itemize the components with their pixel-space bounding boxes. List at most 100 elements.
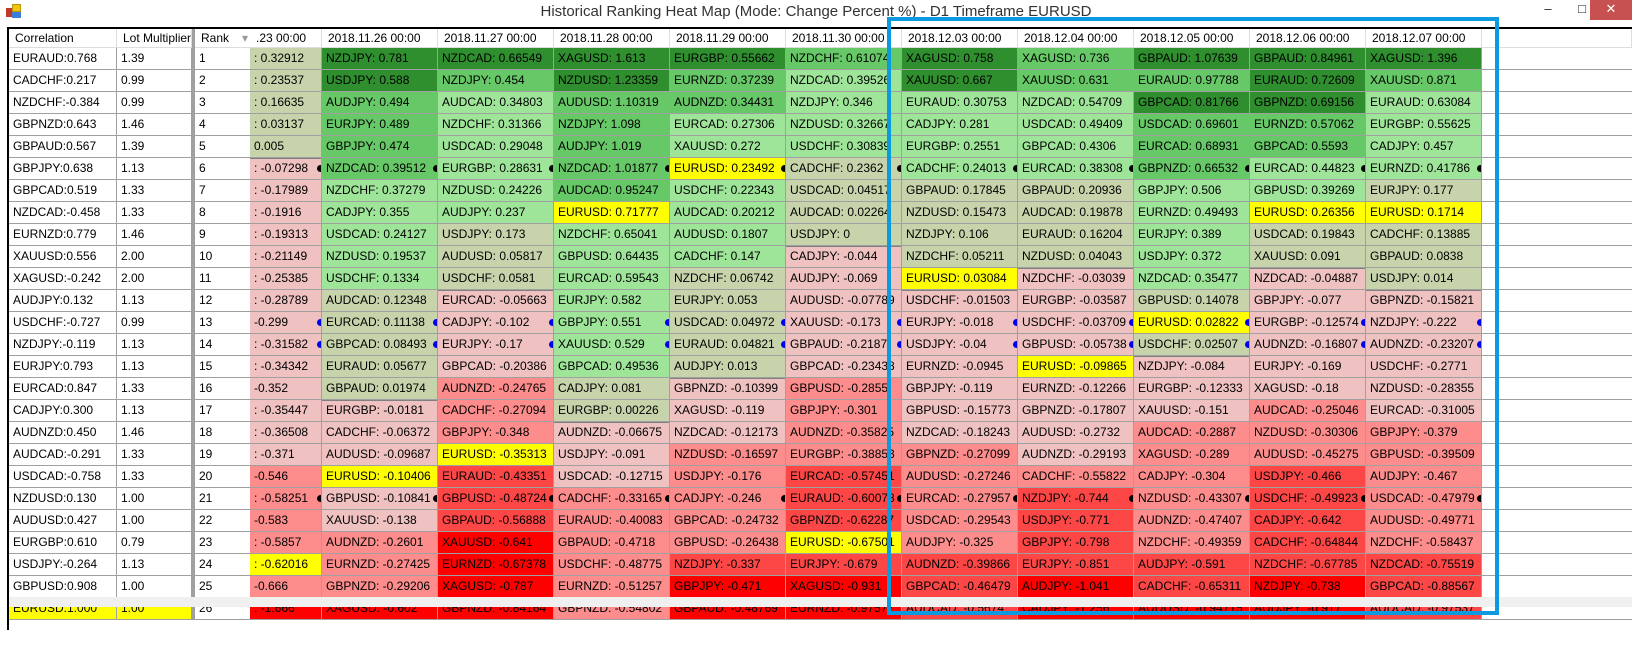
lot-multiplier-cell[interactable]: 1.00 (117, 510, 192, 532)
heatmap-cell[interactable]: GBPAUD: 0.17845 (902, 180, 1018, 202)
close-button[interactable]: ✕ (1590, 0, 1632, 20)
heatmap-cell[interactable]: USDCAD: -0.29543 (902, 510, 1018, 532)
heatmap-cell[interactable]: 0.005 (250, 136, 322, 158)
heatmap-cell[interactable]: CADCHF: -0.33165 (554, 488, 670, 510)
lot-multiplier-cell[interactable]: 2.00 (117, 246, 192, 268)
heatmap-cell[interactable]: CADJPY: 0.355 (322, 202, 438, 224)
rank-cell[interactable]: 17 (195, 400, 253, 422)
heatmap-cell[interactable]: GBPJPY: 0.551 (554, 312, 670, 334)
correlation-cell[interactable]: GBPUSD:0.908 (9, 576, 117, 598)
heatmap-cell[interactable]: CADJPY: -0.304 (1134, 466, 1250, 488)
heatmap-cell[interactable]: EURNZD: -0.0945 (902, 356, 1018, 378)
heatmap-cell[interactable]: AUDNZD: -0.24765 (438, 378, 554, 400)
lot-multiplier-cell[interactable]: 2.00 (117, 268, 192, 290)
heatmap-cell[interactable]: : -0.62016 (250, 554, 322, 576)
heatmap-cell[interactable]: GBPUSD: -0.26438 (670, 532, 786, 554)
heatmap-cell[interactable]: : -0.1916 (250, 202, 322, 224)
correlation-cell[interactable]: EURCAD:0.847 (9, 378, 117, 400)
rank-cell[interactable]: 18 (195, 422, 253, 444)
heatmap-cell[interactable]: EURAUD: 0.30753 (902, 92, 1018, 114)
heatmap-cell[interactable]: USDJPY: 0.588 (322, 70, 438, 92)
heatmap-cell[interactable]: USDCHF: 0.30839 (786, 136, 902, 158)
heatmap-cell[interactable]: GBPJPY: 0.506 (1134, 180, 1250, 202)
heatmap-cell[interactable]: EURJPY: 0.489 (322, 114, 438, 136)
heatmap-cell[interactable]: EURAUD: 0.05677 (322, 356, 438, 378)
heatmap-cell[interactable]: XAUUSD: 0.631 (1018, 70, 1134, 92)
heatmap-cell[interactable]: EURCAD: 0.11138 (322, 312, 438, 334)
heatmap-cell[interactable]: XAGUSD: -0.931 (786, 576, 902, 598)
heatmap-cell[interactable]: NZDJPY: -0.222 (1366, 312, 1482, 334)
heatmap-cell[interactable]: NZDCAD: 1.01877 (554, 158, 670, 180)
heatmap-cell[interactable]: USDCHF: -0.49923 (1250, 488, 1366, 510)
heatmap-cell[interactable]: EURUSD: -0.10406 (322, 466, 438, 488)
heatmap-cell[interactable]: EURGBP: 0.00226 (554, 400, 670, 422)
heatmap-cell[interactable]: USDCAD: -0.47979 (1366, 488, 1482, 510)
heatmap-cell[interactable]: NZDCHF: 0.05211 (902, 246, 1018, 268)
correlation-cell[interactable]: AUDCAD:-0.291 (9, 444, 117, 466)
heatmap-cell[interactable]: -0.546 (250, 466, 322, 488)
maximize-button[interactable]: □ (1578, 1, 1586, 16)
lot-multiplier-cell[interactable]: 1.13 (117, 334, 192, 356)
heatmap-cell[interactable]: CADCHF: 0.2362 (786, 158, 902, 180)
heatmap-cell[interactable]: NZDUSD: 0.04043 (1018, 246, 1134, 268)
heatmap-cell[interactable]: EURUSD: -0.09865 (1018, 356, 1134, 378)
heatmap-cell[interactable]: XAGUSD: -0.787 (438, 576, 554, 598)
heatmap-cell[interactable]: NZDCAD: -0.75519 (1366, 554, 1482, 576)
heatmap-cell[interactable]: GBPNZD: -0.10399 (670, 378, 786, 400)
heatmap-cell[interactable]: -0.299 (250, 312, 322, 334)
heatmap-cell[interactable]: EURUSD: -0.67501 (786, 532, 902, 554)
heatmap-cell[interactable]: EURGBP: -0.03587 (1018, 290, 1134, 312)
heatmap-cell[interactable]: USDJPY: 0.372 (1134, 246, 1250, 268)
correlation-cell[interactable]: USDCHF:-0.727 (9, 312, 117, 334)
heatmap-cell[interactable]: EURAUD: -0.60078 (786, 488, 902, 510)
heatmap-cell[interactable]: GBPUSD: -0.39509 (1366, 444, 1482, 466)
heatmap-cell[interactable]: NZDJPY: 0.454 (438, 70, 554, 92)
heatmap-cell[interactable]: GBPCAD: 0.81766 (1134, 92, 1250, 114)
heatmap-cell[interactable]: EURJPY: -0.169 (1250, 356, 1366, 378)
heatmap-cell[interactable]: GBPCAD: 0.49536 (554, 356, 670, 378)
heatmap-cell[interactable]: GBPNZD: -0.27099 (902, 444, 1018, 466)
heatmap-cell[interactable]: EURNZD: -0.67378 (438, 554, 554, 576)
lot-multiplier-cell[interactable]: 1.00 (117, 488, 192, 510)
rank-cell[interactable]: 23 (195, 532, 253, 554)
heatmap-cell[interactable]: XAUUSD: -0.173 (786, 312, 902, 334)
heatmap-cell[interactable]: GBPJPY: -0.119 (902, 378, 1018, 400)
heatmap-cell[interactable]: : -0.5857 (250, 532, 322, 554)
minimize-button[interactable]: – (1544, 1, 1552, 16)
heatmap-cell[interactable]: -0.352 (250, 378, 322, 400)
heatmap-cell[interactable]: EURJPY: -0.679 (786, 554, 902, 576)
heatmap-cell[interactable]: GBPNZD: 0.69156 (1250, 92, 1366, 114)
heatmap-cell[interactable]: USDJPY: 0.014 (1366, 268, 1482, 290)
heatmap-cell[interactable]: NZDJPY: 0.106 (902, 224, 1018, 246)
heatmap-cell[interactable]: EURCAD: 0.44823 (1250, 158, 1366, 180)
heatmap-cell[interactable]: GBPUSD: -0.10841 (322, 488, 438, 510)
heatmap-cell[interactable]: NZDCAD: 0.39526 (786, 70, 902, 92)
heatmap-cell[interactable]: EURNZD: 0.37239 (670, 70, 786, 92)
rank-cell[interactable]: 24 (195, 554, 253, 576)
lot-multiplier-cell[interactable]: 1.33 (117, 466, 192, 488)
heatmap-cell[interactable]: AUDJPY: 0.237 (438, 202, 554, 224)
date-header[interactable]: 2018.12.03 00:00 (902, 29, 1018, 48)
heatmap-cell[interactable]: NZDJPY: 0.781 (322, 48, 438, 70)
heatmap-cell[interactable]: EURUSD: -0.35313 (438, 444, 554, 466)
heatmap-cell[interactable]: GBPCAD: -0.46479 (902, 576, 1018, 598)
heatmap-cell[interactable]: NZDCHF: -0.67785 (1250, 554, 1366, 576)
heatmap-cell[interactable]: AUDUSD: -0.45275 (1250, 444, 1366, 466)
heatmap-cell[interactable]: EURUSD: 0.71777 (554, 202, 670, 224)
date-header[interactable]: .23 00:00 (250, 29, 322, 48)
heatmap-cell[interactable]: NZDJPY: -0.084 (1134, 356, 1250, 378)
heatmap-cell[interactable]: : 0.16635 (250, 92, 322, 114)
lot-multiplier-header[interactable]: Lot Multiplier (117, 29, 192, 48)
heatmap-cell[interactable]: GBPJPY: -0.301 (786, 400, 902, 422)
heatmap-cell[interactable]: GBPJPY: -0.379 (1366, 422, 1482, 444)
heatmap-cell[interactable]: : 0.23537 (250, 70, 322, 92)
heatmap-cell[interactable]: AUDCAD: 0.34803 (438, 92, 554, 114)
heatmap-cell[interactable]: CADCHF: -0.06372 (322, 422, 438, 444)
heatmap-cell[interactable]: EURCAD: 0.68931 (1134, 136, 1250, 158)
heatmap-cell[interactable]: XAUUSD: -0.138 (322, 510, 438, 532)
heatmap-cell[interactable]: : -0.19313 (250, 224, 322, 246)
date-header[interactable]: 2018.11.26 00:00 (322, 29, 438, 48)
heatmap-cell[interactable]: NZDCAD: -0.04887 (1250, 268, 1366, 290)
rank-cell[interactable]: 11 (195, 268, 253, 290)
heatmap-cell[interactable]: NZDUSD: 1.23359 (554, 70, 670, 92)
